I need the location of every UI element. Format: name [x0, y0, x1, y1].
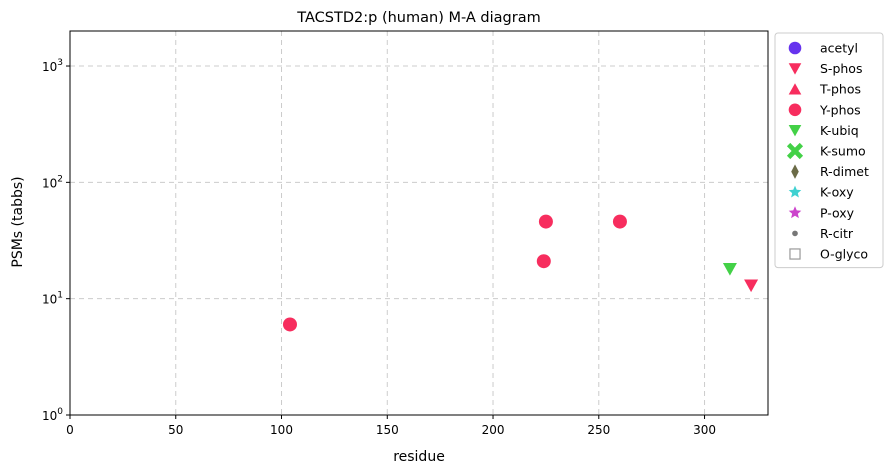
legend-entry: acetyl: [788, 41, 858, 56]
legend-label: K-sumo: [820, 144, 866, 159]
x-axis-label: residue: [393, 449, 445, 465]
legend-marker: [791, 164, 799, 179]
y-tick-base: 10: [42, 293, 57, 307]
y-tick-label: 100: [42, 407, 63, 423]
legend-label: S-phos: [820, 61, 862, 76]
x-tick-label: 300: [693, 423, 716, 437]
x-axis: 0 50 100 150 200 250 300: [66, 415, 716, 437]
x-tick-label: 0: [66, 423, 74, 437]
legend-entry: Y-phos: [788, 102, 861, 117]
y-tick-exponent: 1: [57, 291, 63, 301]
y-tick-base: 10: [42, 176, 57, 190]
legend-label: P-oxy: [820, 205, 855, 220]
legend-marker: [788, 103, 802, 117]
y-tick-exponent: 0: [57, 407, 63, 417]
y-tick-label: 101: [42, 291, 63, 307]
legend-entry: K-oxy: [788, 185, 854, 200]
legend-label: O-glyco: [820, 247, 868, 262]
y-tick-exponent: 3: [57, 58, 63, 68]
legend-label: K-ubiq: [820, 123, 859, 138]
grid: [70, 31, 768, 415]
legend-label: T-phos: [819, 82, 861, 97]
legend-entry: K-ubiq: [788, 123, 859, 138]
legend-marker: [788, 83, 802, 95]
y-tick-exponent: 2: [57, 174, 63, 184]
legend-entry: S-phos: [788, 61, 862, 76]
data-markers: [282, 214, 759, 332]
data-point: [282, 317, 297, 332]
legend-entry: R-citr: [792, 226, 854, 241]
x-tick-label: 250: [587, 423, 610, 437]
legend-label: R-citr: [820, 226, 854, 241]
legend-box: [774, 32, 884, 269]
x-tick-label: 50: [168, 423, 183, 437]
legend: acetyl S-phos T-phos Y-phos K-ubiq K-sumo R-di…: [774, 32, 884, 269]
data-point: [722, 263, 737, 276]
legend-entry: T-phos: [788, 82, 861, 97]
data-point: [744, 279, 759, 293]
plot-frame: [69, 30, 769, 416]
x-tick-label: 150: [376, 423, 399, 437]
legend-marker: [788, 41, 802, 55]
legend-entry: K-sumo: [786, 142, 866, 160]
legend-marker: [788, 125, 802, 137]
legend-marker: [789, 248, 801, 260]
y-tick-label: 102: [42, 174, 63, 190]
y-tick-base: 10: [42, 409, 57, 423]
data-point: [536, 254, 551, 269]
data-point: [612, 214, 627, 229]
legend-entry: R-dimet: [791, 164, 869, 179]
legend-marker: [792, 230, 798, 237]
chart-title: TACSTD2:p (human) M-A diagram: [296, 10, 540, 26]
x-tick-label: 200: [482, 423, 505, 437]
legend-entry: P-oxy: [788, 205, 855, 220]
legend-marker: [788, 206, 802, 219]
legend-label: K-oxy: [820, 185, 854, 200]
legend-marker: [786, 142, 804, 160]
data-point: [538, 214, 553, 229]
y-tick-base: 10: [42, 60, 57, 74]
legend-label: R-dimet: [820, 164, 869, 179]
legend-entry: O-glyco: [789, 247, 868, 262]
y-axis-label: PSMs (tabbs): [10, 176, 26, 267]
legend-marker: [788, 185, 802, 198]
legend-label: acetyl: [820, 41, 858, 56]
legend-marker: [788, 63, 802, 75]
y-tick-label: 103: [42, 58, 63, 74]
legend-label: Y-phos: [819, 102, 861, 117]
x-tick-label: 100: [270, 423, 293, 437]
